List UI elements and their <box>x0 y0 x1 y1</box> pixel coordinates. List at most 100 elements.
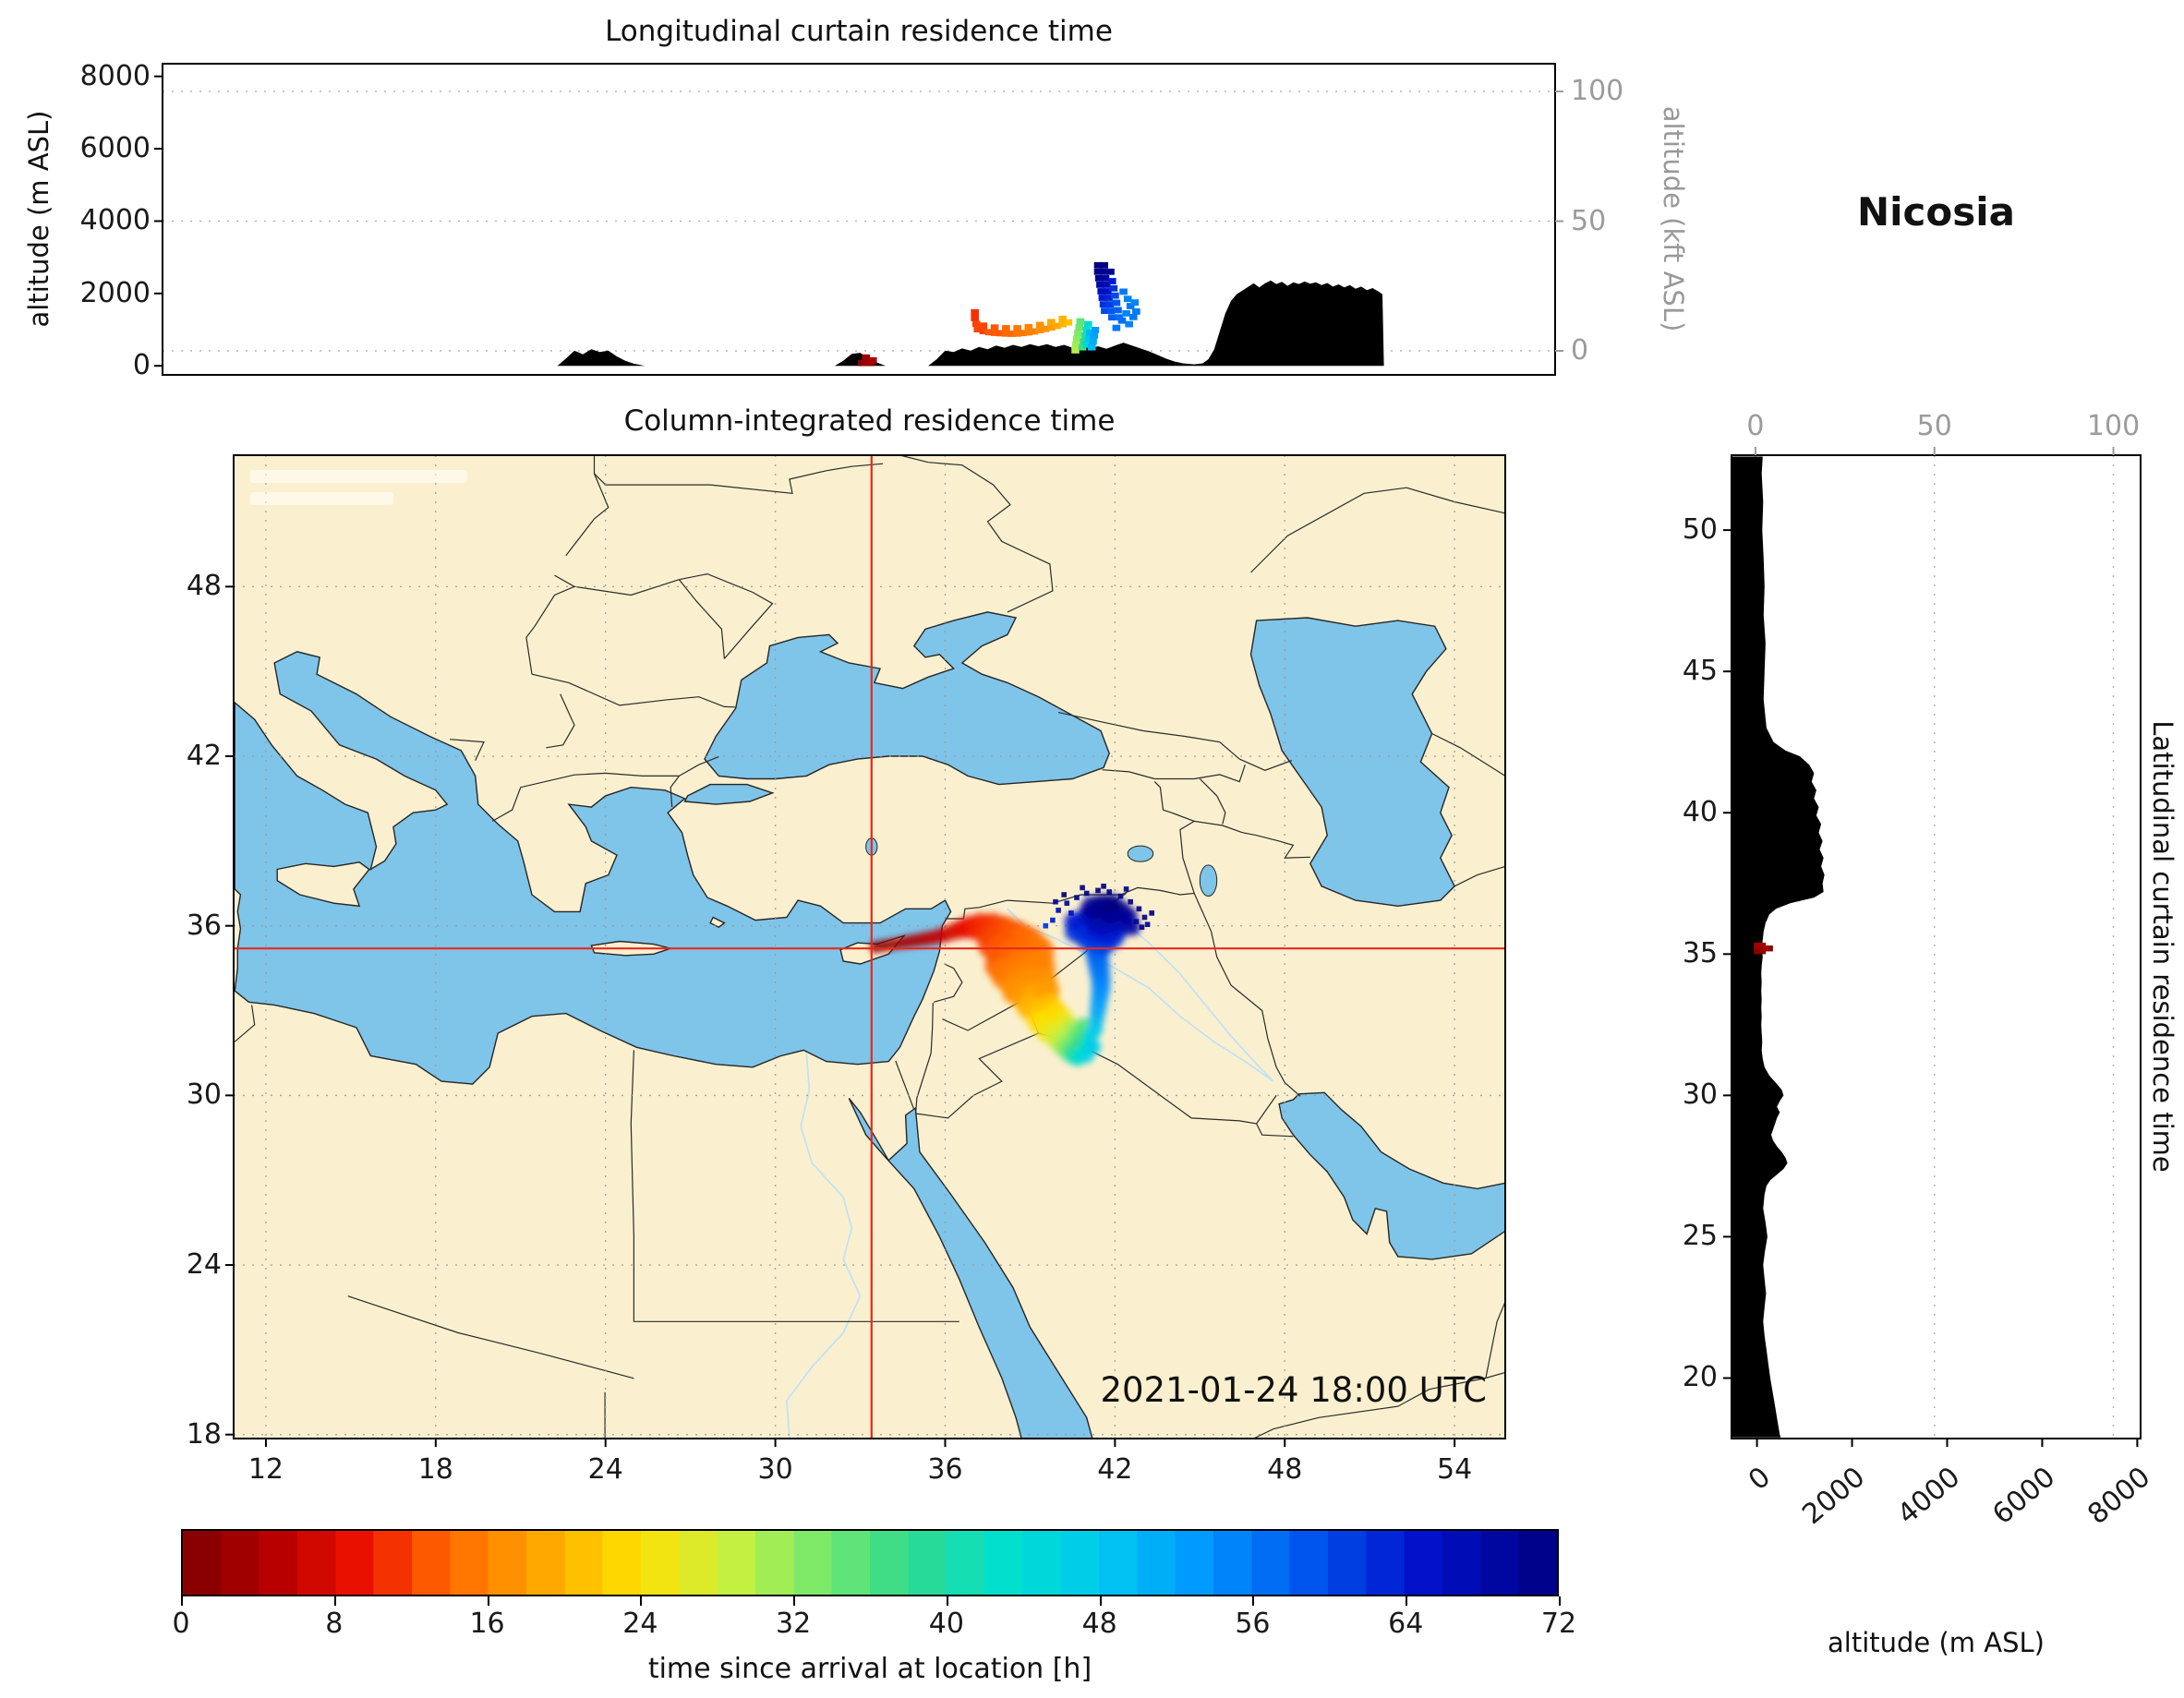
timestamp-label: 2021-01-24 18:00 UTC <box>1100 1370 1487 1410</box>
longitude-tick-label: 18 <box>417 1453 453 1486</box>
axes-frame <box>1731 454 2142 1439</box>
watermark <box>250 470 467 483</box>
lake-urmia <box>1199 864 1218 897</box>
country-border <box>1485 1301 1506 1379</box>
map-title: Column-integrated residence time <box>623 404 1116 438</box>
altitude-kft-tick-label: 50 <box>1571 204 1607 237</box>
residence-cell <box>1760 945 1773 952</box>
country-border <box>234 1005 256 1042</box>
sea-caspian-sea <box>1249 617 1455 908</box>
sea-black-sea <box>704 611 1110 786</box>
altitude-kft-tick-label: 100 <box>2086 410 2141 442</box>
latitude-tick-label: 48 <box>186 570 222 603</box>
country-border <box>525 574 576 675</box>
sea-persian-gulf <box>1278 1091 1506 1260</box>
altitude-m-tick-label: 6000 <box>1986 1461 2062 1532</box>
altitude-kft-tick-label: 100 <box>1571 75 1624 108</box>
country-border <box>1193 893 1301 1097</box>
latitude-tick-label: 20 <box>1682 1361 1718 1394</box>
latitude-tick-label: 24 <box>186 1248 222 1282</box>
latitude-tick-label: 25 <box>1682 1220 1718 1253</box>
colorbar-tick-label: 40 <box>928 1608 964 1640</box>
longitude-tick-label: 36 <box>927 1453 963 1486</box>
country-border <box>1057 712 1240 760</box>
country-border <box>915 1002 934 1114</box>
plume-speckles <box>1043 884 1154 930</box>
colorbar-tick <box>1559 1596 1561 1606</box>
country-border <box>450 739 485 761</box>
colorbar-tick-label: 56 <box>1235 1608 1271 1640</box>
axes-frame <box>233 454 1506 1439</box>
latitude-tick-label: 35 <box>1682 937 1718 970</box>
longitudinal-curtain-plot <box>154 63 1563 376</box>
latitude-tick-label: 50 <box>1682 513 1718 547</box>
longitude-tick-label: 48 <box>1267 1453 1303 1486</box>
country-border <box>670 776 680 808</box>
altitude-m-tick-label: 4000 <box>1891 1461 1967 1532</box>
country-border <box>565 473 609 557</box>
country-border <box>1250 487 1506 573</box>
latitudinal-curtain-label: Latitudinal curtain residence time <box>2147 720 2178 1173</box>
colorbar-tick <box>946 1596 948 1606</box>
colorbar-tick <box>640 1596 643 1606</box>
axes-frame <box>162 63 1556 376</box>
colorbar-tick-label: 24 <box>622 1608 658 1640</box>
country-border <box>347 1295 634 1379</box>
altitude-m-tick-label: 0 <box>1742 1461 1777 1498</box>
country-border <box>1256 1123 1294 1138</box>
country-border <box>679 756 719 777</box>
altitude-kft-tick-label: 0 <box>1571 334 1589 367</box>
colorbar-tick-label: 0 <box>172 1608 190 1640</box>
colorbar-tick-label: 16 <box>469 1608 505 1640</box>
altitude-m-tick-label: 8000 <box>2081 1461 2157 1532</box>
latitude-tick-label: 36 <box>186 909 222 942</box>
colorbar-tick <box>333 1596 336 1606</box>
country-border <box>573 579 680 596</box>
river-nile <box>785 1053 862 1438</box>
altitude-kft-tick-label: 50 <box>1916 410 1952 442</box>
colorbar-tick <box>1406 1596 1408 1606</box>
longitudinal-curtain-title: Longitudinal curtain residence time <box>605 15 1113 48</box>
country-border <box>679 572 774 659</box>
country-border <box>1431 732 1506 777</box>
map-plot <box>225 454 1506 1447</box>
residence-cells <box>857 261 1140 367</box>
terrain-profile <box>1732 456 1825 1438</box>
latitude-tick-label: 30 <box>1682 1078 1718 1112</box>
island-rhodes <box>709 916 726 929</box>
colorbar-tick-label: 32 <box>776 1608 812 1640</box>
watermark <box>250 492 393 505</box>
colorbar-tick-label: 64 <box>1388 1608 1424 1640</box>
latitudinal-curtain-plot <box>1723 447 2142 1447</box>
country-border <box>593 455 884 494</box>
colorbar-label: time since arrival at location [h] <box>647 1653 1092 1685</box>
country-border <box>1102 769 1155 780</box>
station-name: Nicosia <box>1856 189 2016 235</box>
latitude-tick-label: 42 <box>186 740 222 773</box>
country-border <box>934 963 963 1003</box>
longitude-tick-label: 12 <box>247 1453 284 1486</box>
colorbar-tick <box>181 1596 183 1606</box>
country-border <box>1194 820 1310 859</box>
residence-cell <box>1754 942 1767 949</box>
sea-red-sea <box>848 1097 1093 1439</box>
colorbar-tick <box>1099 1596 1102 1606</box>
colorbar-tick <box>793 1596 796 1606</box>
colorbar-tick <box>1252 1596 1255 1606</box>
sea-mediterranean <box>234 651 952 1085</box>
latitude-tick-label: 18 <box>186 1417 222 1451</box>
altitude-m-tick-label: 2000 <box>79 276 151 309</box>
island-sicily <box>276 861 370 908</box>
colorbar-tick <box>487 1596 489 1606</box>
country-border <box>546 693 575 749</box>
country-border <box>895 1060 915 1110</box>
country-border <box>678 579 725 659</box>
altitude-kft-tick-label: 0 <box>1746 410 1765 442</box>
colorbar <box>181 1529 1559 1596</box>
latitude-tick-label: 45 <box>1682 655 1718 688</box>
altitude-m-tick-label: 0 <box>132 349 151 382</box>
country-border <box>1154 765 1246 783</box>
altitude-m-tick-label: 2000 <box>1796 1461 1872 1532</box>
colorbar-tick-label: 72 <box>1540 1608 1577 1640</box>
